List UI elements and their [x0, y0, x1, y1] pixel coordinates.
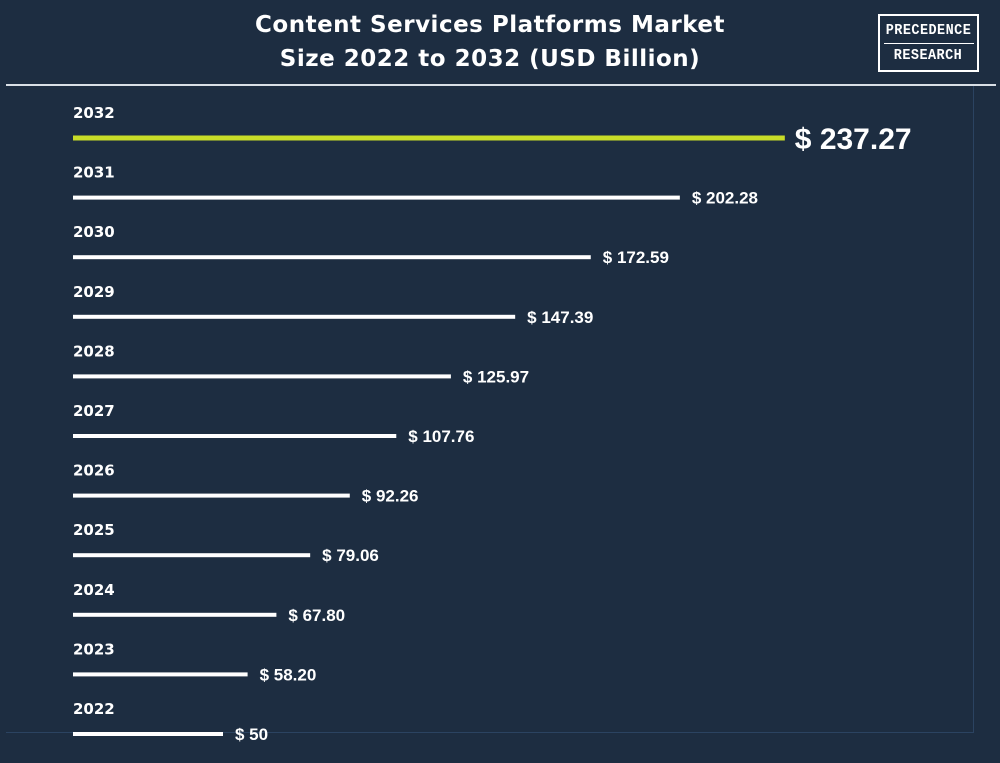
- value-label-2024: $ 67.80: [288, 606, 345, 625]
- value-label-2030: $ 172.59: [603, 248, 669, 267]
- value-label-2026: $ 92.26: [362, 487, 419, 506]
- chart-title-line-2: Size 2022 to 2032 (USD Billion): [279, 46, 701, 72]
- precedence-research-logo: PRECEDENCE RESEARCH: [878, 14, 979, 72]
- bar-2028: [73, 374, 451, 379]
- bar-2031: [73, 195, 680, 200]
- year-label-2027: 2027: [73, 402, 115, 420]
- bar-2026: [73, 493, 350, 498]
- year-label-2025: 2025: [73, 521, 115, 539]
- year-label-2024: 2024: [73, 581, 115, 599]
- value-label-2025: $ 79.06: [322, 546, 379, 565]
- year-label-2023: 2023: [73, 640, 115, 658]
- value-label-2031: $ 202.28: [692, 189, 758, 208]
- year-label-2029: 2029: [73, 283, 115, 301]
- value-label-2023: $ 58.20: [260, 665, 317, 684]
- logo-divider: [883, 42, 974, 44]
- value-label-2027: $ 107.76: [408, 427, 474, 446]
- chart-title-line-1: Content Services Platforms Market: [255, 12, 725, 38]
- year-label-2032: 2032: [73, 104, 115, 122]
- bar-2024: [73, 612, 277, 617]
- logo-text-line-1: PRECEDENCE: [885, 21, 972, 39]
- chart-title: Content Services Platforms Market Size 2…: [130, 8, 850, 76]
- logo-text-line-2: RESEARCH: [894, 46, 963, 64]
- bar-2030: [73, 255, 591, 260]
- value-label-2032: $ 237.27: [795, 123, 912, 156]
- bar-2022: [73, 732, 223, 736]
- value-label-2022: $ 50: [235, 725, 268, 744]
- bar-2029: [73, 314, 516, 319]
- bar-2023: [73, 672, 248, 677]
- year-label-2031: 2031: [73, 164, 115, 182]
- bar-2025: [73, 553, 311, 558]
- year-label-2030: 2030: [73, 223, 115, 241]
- year-label-2022: 2022: [73, 700, 115, 718]
- year-label-2026: 2026: [73, 462, 115, 480]
- value-label-2028: $ 125.97: [463, 367, 529, 386]
- year-label-2028: 2028: [73, 342, 115, 360]
- value-label-2029: $ 147.39: [527, 308, 593, 327]
- chart-frame: [6, 86, 974, 733]
- bar-2027: [73, 434, 397, 438]
- bar-2032: [73, 135, 785, 141]
- header-divider: [6, 84, 996, 86]
